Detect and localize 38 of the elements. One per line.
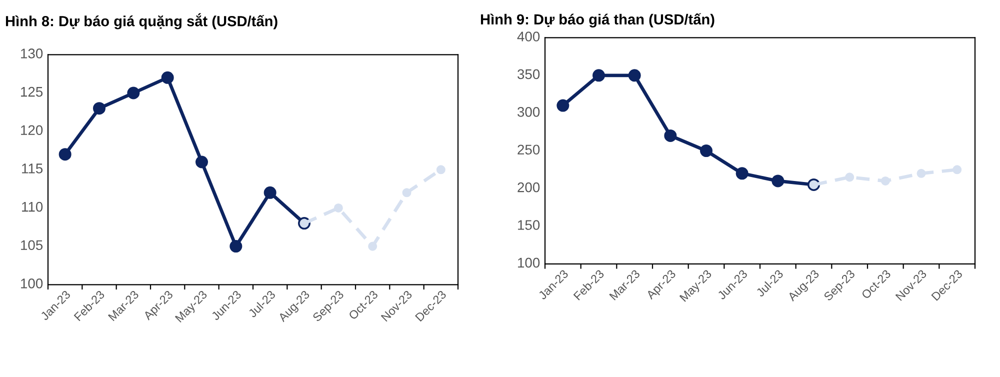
y-tick-label: 150	[518, 220, 540, 230]
y-tick-label: 200	[518, 182, 540, 192]
y-tick-label: 105	[21, 240, 43, 250]
point	[58, 148, 72, 161]
point	[436, 165, 446, 174]
point	[368, 242, 378, 251]
point	[196, 156, 208, 168]
y-tick-label: 300	[518, 106, 540, 117]
point	[880, 176, 890, 186]
y-tick-label: 100	[21, 278, 43, 288]
y-tick-label: 125	[21, 86, 43, 97]
point	[628, 69, 641, 82]
point	[230, 240, 242, 253]
point	[772, 174, 784, 188]
y-tick-label: 100	[518, 258, 540, 268]
point	[334, 203, 343, 212]
point	[93, 102, 106, 115]
point	[952, 165, 962, 174]
point	[736, 167, 748, 180]
point	[916, 168, 926, 178]
y-tick-label: 115	[22, 164, 43, 174]
point	[264, 186, 276, 199]
y-tick-label: 110	[22, 202, 43, 212]
point	[127, 86, 140, 100]
y-tick-label: 120	[21, 125, 43, 136]
point	[664, 129, 677, 142]
point	[402, 188, 412, 198]
y-tick-label: 400	[517, 32, 540, 42]
chart-title: Hình 9: Dự báo giá than (USD/tấn)	[480, 13, 714, 28]
y-tick-label: 350	[518, 69, 540, 80]
chart-title: Hình 8: Dự báo giá quặng sắt (USD/tấn)	[6, 13, 278, 30]
point	[592, 69, 605, 82]
y-tick-label: 130	[21, 48, 43, 58]
point	[700, 144, 712, 158]
point	[845, 172, 854, 182]
point	[161, 71, 174, 84]
y-tick-label: 250	[518, 144, 540, 155]
point	[556, 99, 570, 112]
